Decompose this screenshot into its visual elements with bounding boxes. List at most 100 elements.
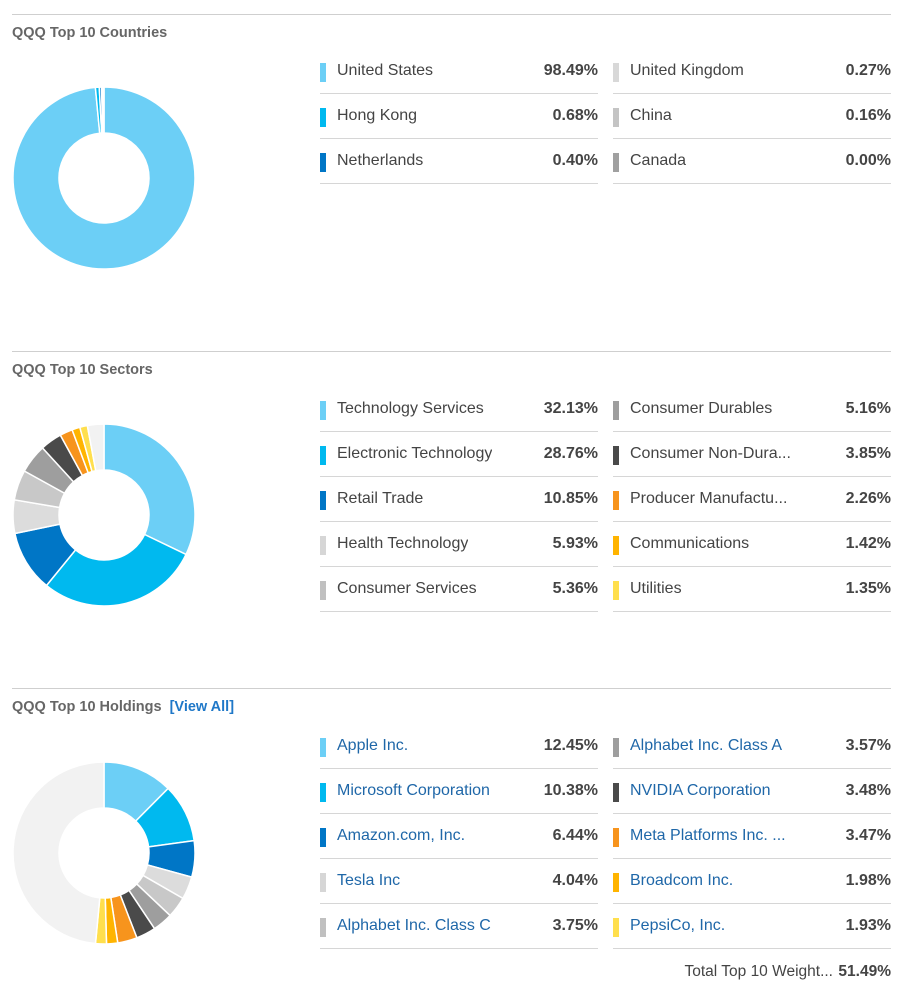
- holdings-section: QQQ Top 10 Holdings [View All]: [12, 688, 891, 989]
- legend-item-united-kingdom: United Kingdom 0.27%: [613, 49, 891, 94]
- holding-link[interactable]: PepsiCo, Inc.: [630, 917, 726, 934]
- holding-link[interactable]: Amazon.com, Inc.: [337, 827, 466, 844]
- sectors-legend-right: Consumer Durables 5.16% Consumer Non-Dura.…: [613, 387, 891, 612]
- legend-label: Consumer Non-Dura...: [630, 445, 791, 462]
- legend-value: 5.36%: [552, 580, 598, 597]
- legend-value: 32.13%: [543, 400, 598, 417]
- legend-label: Consumer Services: [337, 580, 477, 597]
- legend-item-retail-trade: Retail Trade 10.85%: [320, 477, 598, 522]
- legend-swatch: [613, 491, 619, 510]
- legend-swatch: [320, 536, 326, 555]
- legend-value: 0.16%: [845, 107, 891, 124]
- countries-title: QQQ Top 10 Countries: [12, 25, 168, 41]
- legend-item-china: China 0.16%: [613, 94, 891, 139]
- legend-value: 3.85%: [845, 445, 891, 462]
- legend-label: Retail Trade: [337, 490, 424, 507]
- view-all-link[interactable]: [View All]: [169, 699, 235, 715]
- legend-value: 12.45%: [543, 737, 598, 754]
- legend-value: 1.42%: [845, 535, 891, 552]
- legend-swatch: [613, 63, 619, 82]
- legend-value: 28.76%: [543, 445, 598, 462]
- legend-label: Utilities: [630, 580, 682, 597]
- legend-item-netherlands: Netherlands 0.40%: [320, 139, 598, 184]
- holdings-title: QQQ Top 10 Holdings: [12, 699, 162, 715]
- legend-swatch: [613, 828, 619, 847]
- legend-item-technology-services: Technology Services 32.13%: [320, 387, 598, 432]
- legend-item-utilities: Utilities 1.35%: [613, 567, 891, 612]
- total-top10-value: 51.49%: [838, 963, 891, 980]
- holdings-donut-chart: [12, 761, 196, 945]
- legend-item-meta-platforms-inc[interactable]: Meta Platforms Inc. ... 3.47%: [613, 814, 891, 859]
- holding-link[interactable]: Meta Platforms Inc. ...: [630, 827, 786, 844]
- legend-swatch: [613, 536, 619, 555]
- legend-value: 4.04%: [552, 872, 598, 889]
- legend-item-hong-kong: Hong Kong 0.68%: [320, 94, 598, 139]
- legend-value: 3.75%: [552, 917, 598, 934]
- holding-link[interactable]: Alphabet Inc. Class C: [337, 917, 491, 934]
- legend-item-communications: Communications 1.42%: [613, 522, 891, 567]
- legend-label: Canada: [630, 152, 687, 169]
- legend-swatch: [613, 446, 619, 465]
- legend-value: 0.68%: [552, 107, 598, 124]
- legend-label: Electronic Technology: [337, 445, 493, 462]
- legend-item-amazon-com-inc[interactable]: Amazon.com, Inc. 6.44%: [320, 814, 598, 859]
- legend-swatch: [613, 873, 619, 892]
- countries-section: QQQ Top 10 Countries: [12, 14, 891, 315]
- legend-label: United Kingdom: [630, 62, 744, 79]
- legend-value: 1.98%: [845, 872, 891, 889]
- legend-value: 1.93%: [845, 917, 891, 934]
- sectors-section: QQQ Top 10 Sectors: [12, 351, 891, 652]
- legend-item-consumer-non-dura: Consumer Non-Dura... 3.85%: [613, 432, 891, 477]
- legend-value: 0.27%: [845, 62, 891, 79]
- legend-swatch: [613, 401, 619, 420]
- legend-label: United States: [337, 62, 434, 79]
- holding-link[interactable]: Broadcom Inc.: [630, 872, 734, 889]
- legend-swatch: [320, 828, 326, 847]
- legend-swatch: [613, 738, 619, 757]
- holdings-legend-left: Apple Inc. 12.45% Microsoft Corporation 10.…: [320, 724, 598, 949]
- legend-value: 3.48%: [845, 782, 891, 799]
- legend-item-united-states: United States 98.49%: [320, 49, 598, 94]
- legend-item-consumer-services: Consumer Services 5.36%: [320, 567, 598, 612]
- legend-item-nvidia-corporation[interactable]: NVIDIA Corporation 3.48%: [613, 769, 891, 814]
- legend-swatch: [613, 108, 619, 127]
- legend-swatch: [613, 783, 619, 802]
- holding-link[interactable]: NVIDIA Corporation: [630, 782, 771, 799]
- holdings-title-wrap: QQQ Top 10 Holdings [View All]: [12, 699, 234, 715]
- legend-item-alphabet-inc-class-c[interactable]: Alphabet Inc. Class C 3.75%: [320, 904, 598, 949]
- slice-electronic-technology: [45, 533, 188, 607]
- legend-value: 6.44%: [552, 827, 598, 844]
- legend-value: 10.85%: [543, 490, 598, 507]
- legend-value: 5.93%: [552, 535, 598, 552]
- legend-swatch: [320, 581, 326, 600]
- sectors-donut-chart: [12, 423, 196, 607]
- holding-link[interactable]: Apple Inc.: [337, 737, 409, 754]
- slice-china: [102, 86, 105, 134]
- slice-other: [86, 423, 105, 472]
- holding-link[interactable]: Microsoft Corporation: [337, 782, 490, 799]
- sectors-legend-left: Technology Services 32.13% Electronic Tech…: [320, 387, 598, 612]
- legend-item-health-technology: Health Technology 5.93%: [320, 522, 598, 567]
- holdings-legend-right: Alphabet Inc. Class A 3.57% NVIDIA Corpora…: [613, 724, 891, 949]
- legend-swatch: [320, 918, 326, 937]
- legend-value: 10.38%: [543, 782, 598, 799]
- countries-legend-left: United States 98.49% Hong Kong 0.68% Netherl…: [320, 49, 598, 184]
- legend-item-alphabet-inc-class-a[interactable]: Alphabet Inc. Class A 3.57%: [613, 724, 891, 769]
- legend-swatch: [320, 153, 326, 172]
- slice-other: [12, 761, 105, 945]
- legend-swatch: [320, 783, 326, 802]
- legend-swatch: [320, 738, 326, 757]
- holding-link[interactable]: Tesla Inc: [337, 872, 401, 889]
- legend-label: Producer Manufactu...: [630, 490, 788, 507]
- legend-item-microsoft-corporation[interactable]: Microsoft Corporation 10.38%: [320, 769, 598, 814]
- legend-item-broadcom-inc[interactable]: Broadcom Inc. 1.98%: [613, 859, 891, 904]
- legend-item-pepsico-inc[interactable]: PepsiCo, Inc. 1.93%: [613, 904, 891, 949]
- legend-value: 1.35%: [845, 580, 891, 597]
- legend-value: 2.26%: [845, 490, 891, 507]
- legend-item-producer-manufactu: Producer Manufactu... 2.26%: [613, 477, 891, 522]
- legend-value: 3.47%: [845, 827, 891, 844]
- legend-swatch: [320, 108, 326, 127]
- legend-item-tesla-inc[interactable]: Tesla Inc 4.04%: [320, 859, 598, 904]
- holding-link[interactable]: Alphabet Inc. Class A: [630, 737, 783, 754]
- legend-item-apple-inc[interactable]: Apple Inc. 12.45%: [320, 724, 598, 769]
